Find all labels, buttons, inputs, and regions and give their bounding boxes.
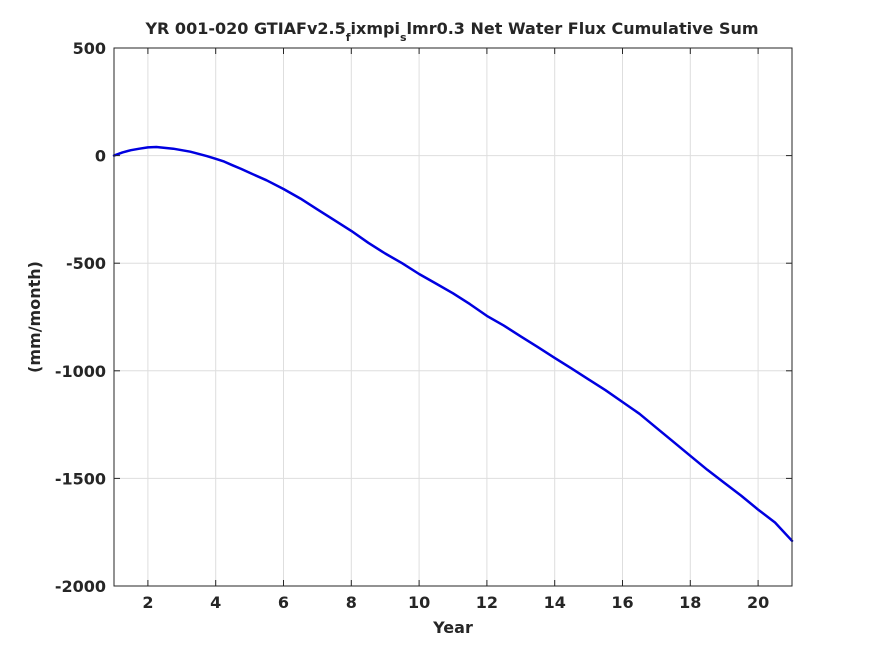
x-tick-label: 16 <box>611 593 633 612</box>
x-tick-label: 4 <box>210 593 221 612</box>
x-tick-label: 2 <box>142 593 153 612</box>
y-tick-label: 500 <box>73 39 106 58</box>
y-tick-label: -2000 <box>55 577 106 596</box>
y-tick-label: -1500 <box>55 469 106 488</box>
x-tick-label: 14 <box>544 593 566 612</box>
y-tick-label: -500 <box>66 254 106 273</box>
x-tick-label: 12 <box>476 593 498 612</box>
y-axis-label: (mm/month) <box>25 261 44 373</box>
y-tick-label: -1000 <box>55 362 106 381</box>
plot-area-border <box>113 47 793 587</box>
y-tick-label: 0 <box>95 147 106 166</box>
series-line <box>112 145 794 543</box>
x-tick-labels: 2 4 6 8 10 12 14 16 18 20 <box>142 593 769 612</box>
y-tick-labels: 500 0 -500 -1000 -1500 -2000 <box>55 39 106 596</box>
x-tick-label: 20 <box>747 593 769 612</box>
x-axis-label: Year <box>432 618 473 637</box>
axis-ticks <box>114 47 792 587</box>
x-tick-label: 10 <box>408 593 430 612</box>
x-tick-label: 18 <box>679 593 701 612</box>
x-tick-label: 6 <box>278 593 289 612</box>
series-layer <box>112 145 794 543</box>
x-tick-label: 8 <box>346 593 357 612</box>
chart-title: YR 001-020 GTIAFv2.5fixmpislmr0.3 Net Wa… <box>144 19 758 44</box>
